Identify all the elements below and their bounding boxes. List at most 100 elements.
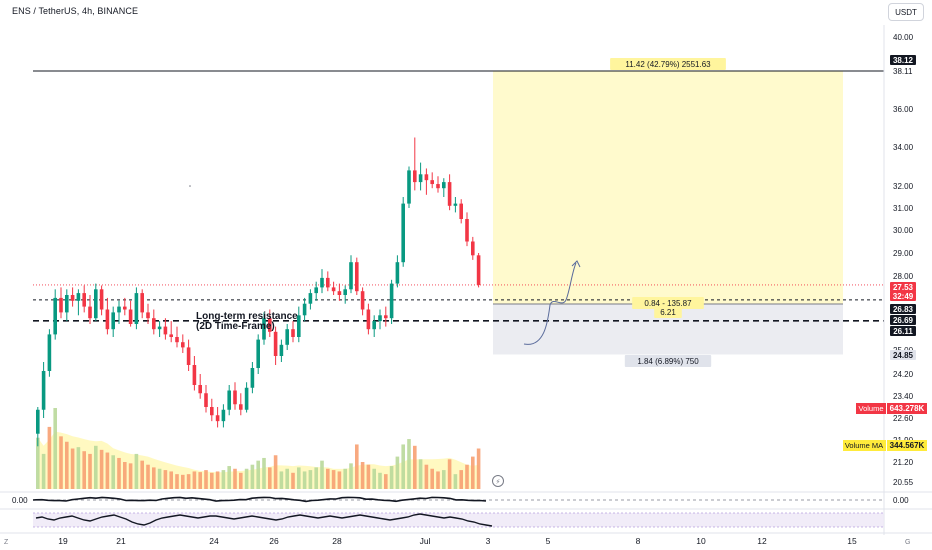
candle-body xyxy=(244,387,249,410)
candle-body xyxy=(378,315,382,322)
volume-bar xyxy=(215,471,220,489)
volume-bar xyxy=(331,470,336,489)
volume-bar xyxy=(47,426,52,489)
volume-value-box xyxy=(887,403,927,414)
time-tick-label: 26 xyxy=(269,536,279,546)
price-tick-label: 36.00 xyxy=(893,105,914,114)
candle-body xyxy=(47,334,52,371)
candle-body xyxy=(146,312,150,319)
candle-body xyxy=(418,174,423,183)
volume-bar xyxy=(169,471,173,489)
osc-band xyxy=(33,513,884,527)
candle-body xyxy=(279,344,284,356)
candle-body xyxy=(465,219,469,242)
candle-body xyxy=(99,289,104,310)
lightning-icon: ⚡ xyxy=(496,478,501,486)
candle-body xyxy=(157,326,162,330)
volume-bar xyxy=(70,448,75,489)
volume-bar xyxy=(163,470,168,489)
candle-body xyxy=(343,289,347,295)
volume-bar xyxy=(181,474,185,489)
price-tick-label: 28.00 xyxy=(893,272,914,281)
candle-body xyxy=(221,409,226,422)
volume-bar xyxy=(111,455,115,489)
price-badge: 24.85 xyxy=(893,351,914,360)
candle-body xyxy=(233,390,237,405)
candle-body xyxy=(192,365,197,385)
candle-body xyxy=(36,409,40,434)
volume-bar xyxy=(297,467,301,489)
candle-body xyxy=(407,170,411,204)
volume-bar xyxy=(320,460,324,489)
candle-body xyxy=(476,255,481,285)
price-tick-label: 30.00 xyxy=(893,226,914,235)
volume-name-box xyxy=(856,403,886,414)
volume-name: Volume xyxy=(858,404,883,413)
volume-bar xyxy=(123,462,127,489)
candle-body xyxy=(291,329,295,337)
time-tick-label: 12 xyxy=(757,536,767,546)
oscillator-2-line xyxy=(35,513,493,527)
target-label-box xyxy=(610,58,726,70)
candle-body xyxy=(360,291,365,310)
time-tick-label: 3 xyxy=(486,536,491,546)
volume-ma-name-box xyxy=(843,440,886,451)
price-badge-box xyxy=(890,315,916,325)
volume-bar xyxy=(413,445,417,489)
candle-body xyxy=(41,371,46,410)
volume-bar xyxy=(36,437,40,489)
candle-body xyxy=(88,306,92,319)
candle-body xyxy=(105,309,110,330)
price-tick-label: 20.55 xyxy=(893,478,914,487)
candle-body xyxy=(70,295,75,301)
volume-bar xyxy=(65,441,69,489)
volume-bar xyxy=(262,457,266,489)
volume-bar xyxy=(88,453,92,489)
candle-body xyxy=(459,203,463,219)
volume-bar xyxy=(105,452,110,489)
volume-bar xyxy=(424,464,429,489)
candle-body xyxy=(82,293,86,307)
time-tick-label: Jul xyxy=(420,536,431,546)
price-badge-box xyxy=(890,304,916,314)
candle-body xyxy=(326,277,330,288)
candle-body xyxy=(442,182,446,189)
price-badge: 26.83 xyxy=(893,305,914,314)
symbol-title: ENS / TetherUS, 4h, BINANCE xyxy=(12,6,139,16)
candle-body xyxy=(349,262,353,290)
candle-body xyxy=(372,321,376,330)
price-badge: 38.12 xyxy=(893,56,914,65)
volume-bar xyxy=(279,471,284,489)
candle-body xyxy=(366,309,371,330)
candle-body xyxy=(302,303,307,316)
annotation-line-2: (2D Time-Frame) xyxy=(196,321,275,332)
volume-bar xyxy=(204,470,208,489)
volume-bar xyxy=(59,436,63,489)
candle-body xyxy=(204,393,208,407)
volume-bar xyxy=(337,471,342,489)
candle-body xyxy=(337,291,342,295)
volume-bar xyxy=(53,408,57,489)
price-badge: 26.69 xyxy=(893,316,914,325)
volume-bar xyxy=(152,467,156,489)
volume-bar xyxy=(192,471,197,489)
volume-ma-name: Volume MA xyxy=(845,441,883,450)
currency-button[interactable]: USDT xyxy=(888,3,924,21)
osc-right-value: 0.00 xyxy=(893,496,909,505)
volume-bar xyxy=(401,444,405,489)
price-tick-label: 32.00 xyxy=(893,182,914,191)
candle-body xyxy=(181,342,185,348)
volume-bar xyxy=(378,472,382,489)
price-badge: 27.53 xyxy=(893,283,914,292)
volume-bar xyxy=(239,472,243,489)
candle-body xyxy=(111,312,115,330)
volume-bar xyxy=(157,468,162,489)
candle-body xyxy=(256,339,260,368)
volume-bar xyxy=(326,468,330,489)
volume-bar xyxy=(447,459,452,489)
candle-body xyxy=(430,180,434,185)
volume-bar xyxy=(355,444,359,489)
volume-bar xyxy=(268,467,272,489)
time-tick-label: 28 xyxy=(332,536,342,546)
